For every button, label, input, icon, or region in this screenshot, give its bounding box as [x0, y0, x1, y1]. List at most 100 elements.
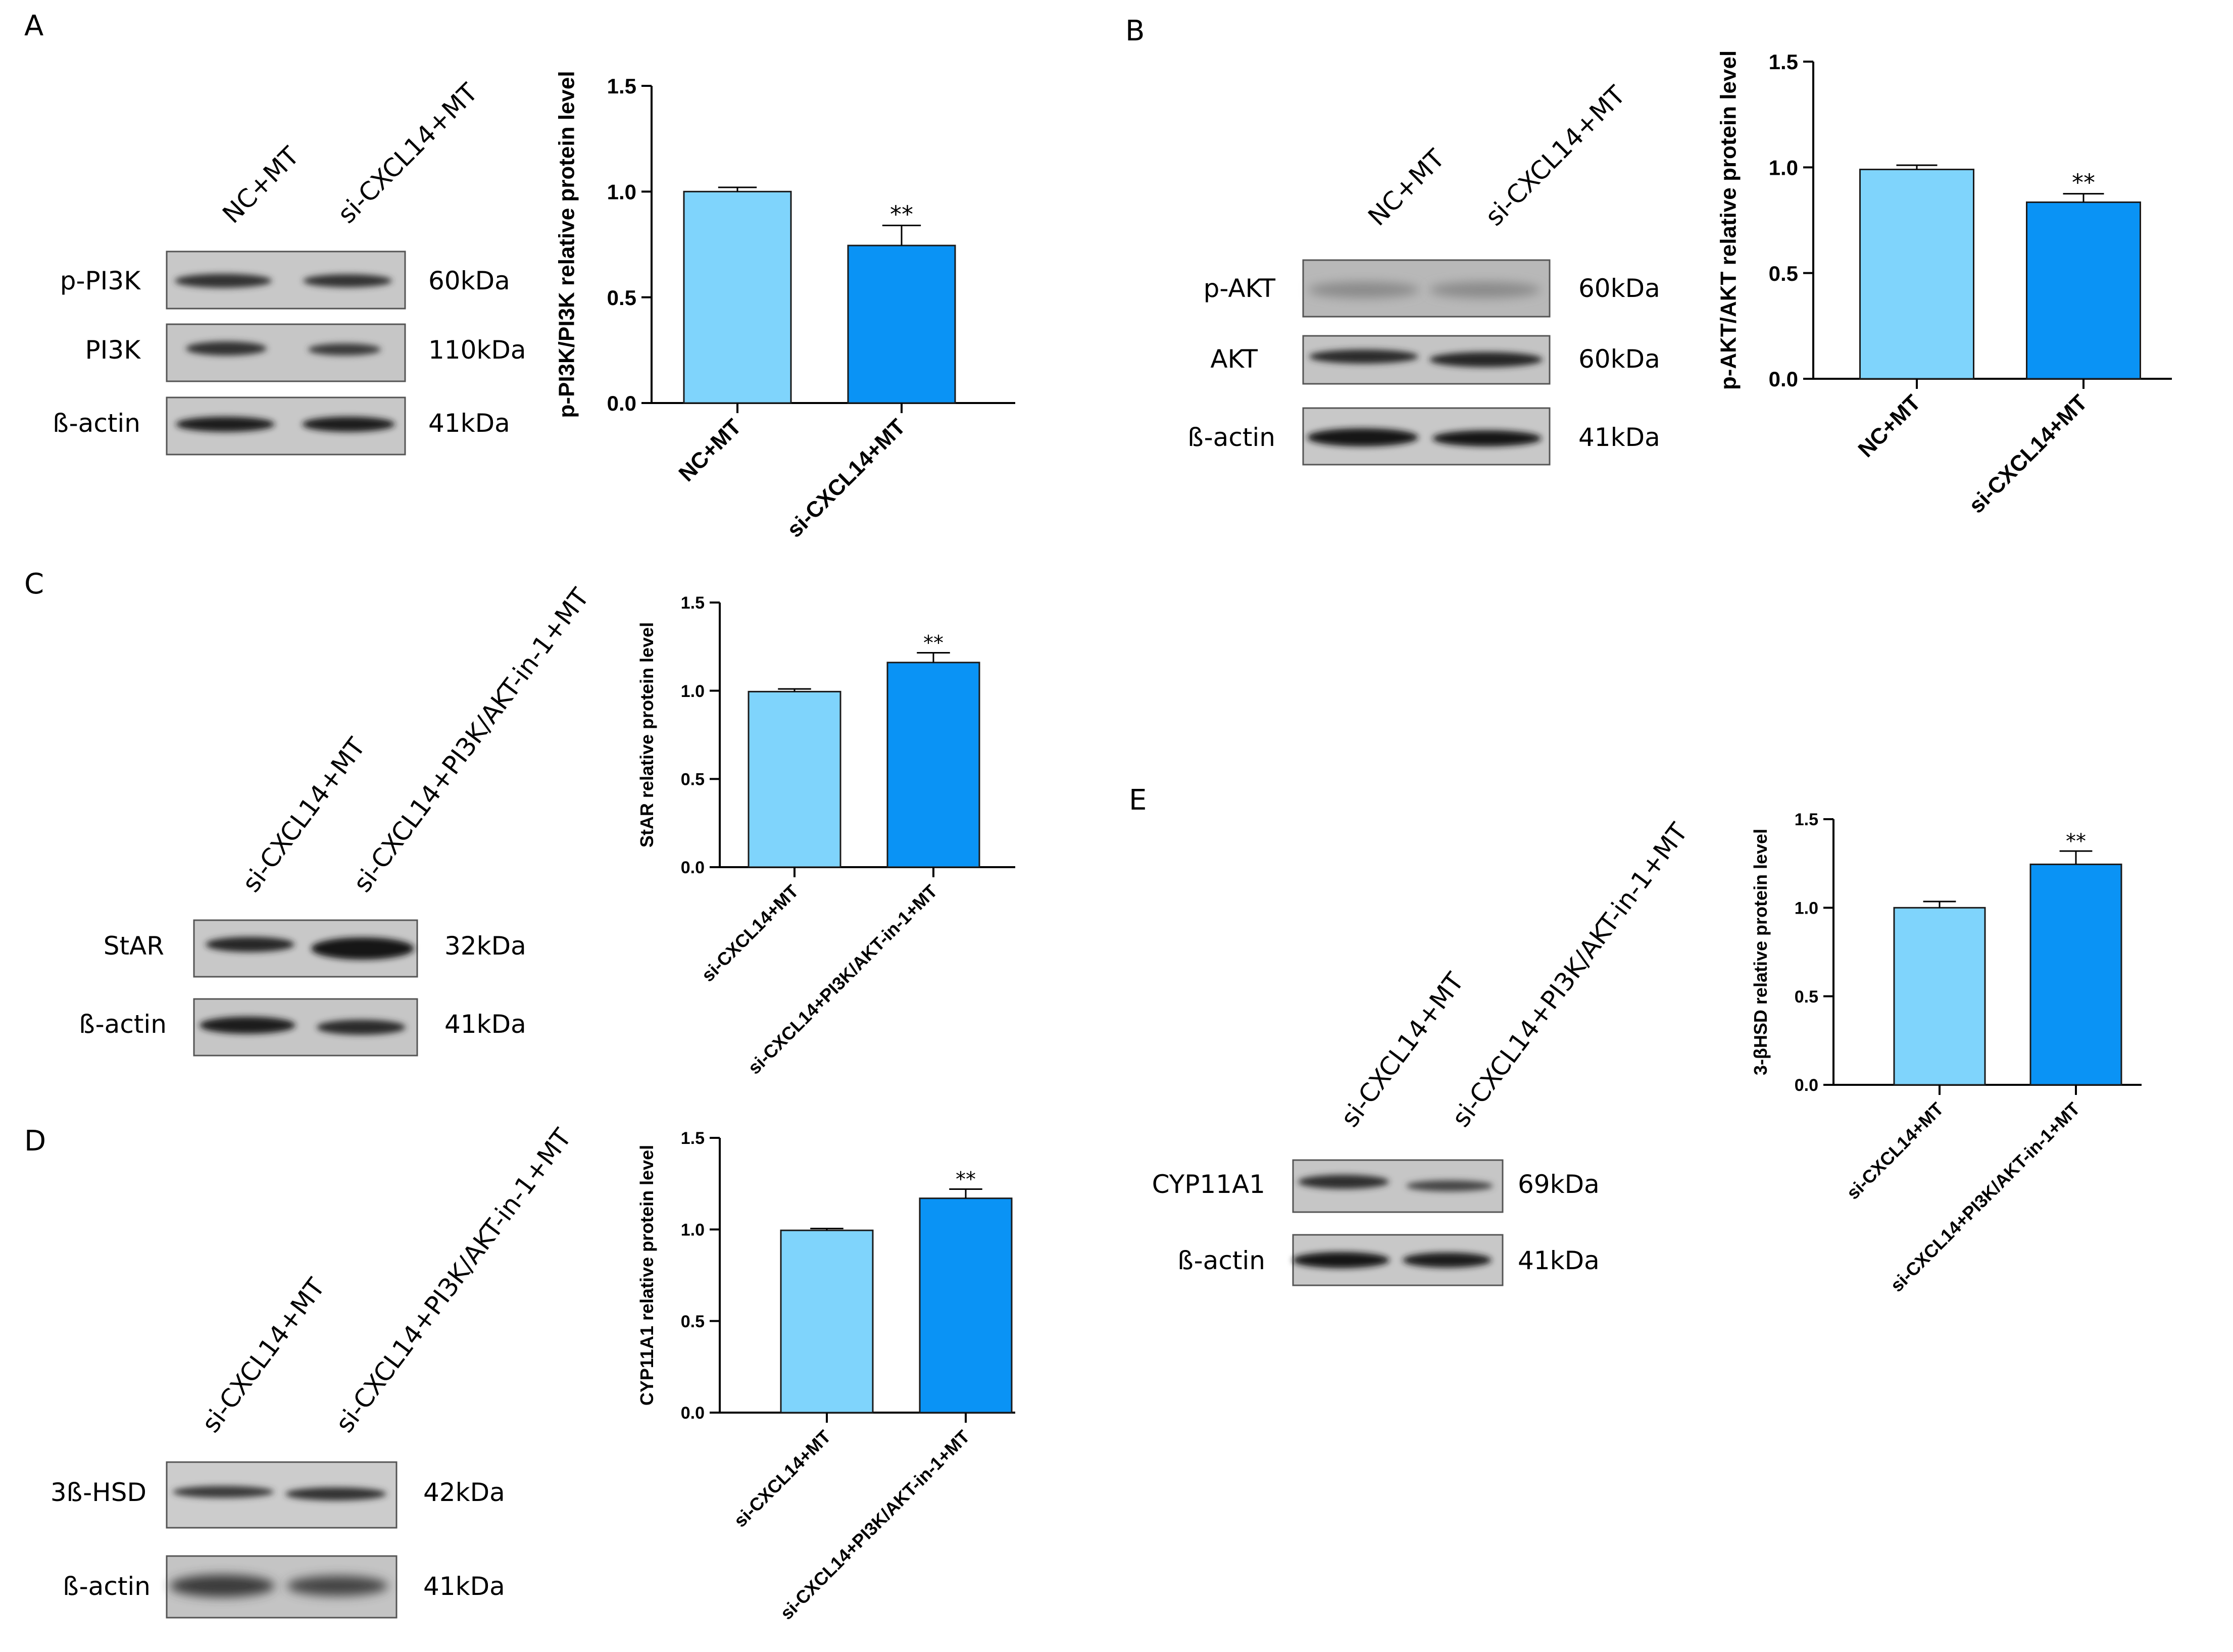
band: [1429, 352, 1543, 367]
blot-c: si-CXCL14+MT si-CXCL14+PI3K/AKT-in-1+MT …: [79, 583, 595, 1057]
row-kda: 69kDa: [1518, 1170, 1600, 1199]
panel-letter-b: B: [1125, 15, 1145, 47]
y-tick-label: 1.0: [681, 682, 705, 701]
y-tick-label: 1.5: [1795, 810, 1818, 829]
band: [200, 1017, 295, 1034]
lane-label-2: si-CXCL14+MT: [332, 78, 483, 229]
y-tick-label: 1.0: [1795, 899, 1818, 918]
row-kda: 41kDa: [423, 1572, 505, 1601]
row-label: AKT: [1210, 344, 1258, 374]
band: [308, 343, 381, 356]
blot-b: NC+MT si-CXCL14+MT p-AKT 60kDa AKT 60kDa…: [1187, 80, 1660, 466]
y-tick-label: 0.5: [681, 1312, 705, 1331]
significance-marker: **: [956, 1168, 976, 1191]
x-tick-label: NC+MT: [674, 414, 746, 486]
band: [1406, 1180, 1493, 1191]
row-label: 3ß-HSD: [51, 1478, 146, 1507]
row-kda: 41kDa: [428, 409, 510, 438]
panel-letter-a: A: [24, 10, 43, 42]
blot-d: si-CXCL14+MT si-CXCL14+PI3K/AKT-in-1+MT …: [51, 1123, 577, 1619]
lane-label-1: NC+MT: [217, 141, 305, 229]
y-axis-label: p-AKT/AKT relative protein level: [1716, 51, 1741, 390]
significance-marker: **: [2072, 169, 2095, 196]
band: [176, 417, 275, 432]
row-label: CYP11A1: [1152, 1170, 1265, 1199]
band: [170, 1575, 275, 1597]
lane-label-2: si-CXCL14+MT: [1479, 80, 1631, 232]
band: [1298, 1175, 1389, 1189]
row-kda: 60kDa: [1578, 274, 1660, 303]
bar: [1859, 169, 1974, 380]
blot-e: si-CXCL14+MT si-CXCL14+PI3K/AKT-in-1+MT …: [1152, 818, 1694, 1286]
chart-d: 0.0 0.5 1.0 1.5 CYP11A1 relative protein lev…: [636, 1129, 1015, 1624]
bar: [919, 1197, 1013, 1414]
y-tick-label: 1.5: [607, 74, 636, 98]
lane-label-2: si-CXCL14+PI3K/AKT-in-1+MT: [330, 1123, 577, 1438]
chart-a: 0.0 0.5 1.0 1.5 p-PI3K/PI3K relative protein…: [555, 71, 1015, 542]
y-tick-label: 1.5: [1769, 50, 1798, 74]
band: [287, 1576, 388, 1596]
row-label: ß-actin: [63, 1572, 151, 1601]
band: [311, 937, 414, 960]
row-label: ß-actin: [1177, 1246, 1265, 1275]
panel-letter-e: E: [1129, 784, 1147, 817]
row-label: ß-actin: [79, 1010, 167, 1039]
panel-e: E si-CXCL14+MT si-CXCL14+PI3K/AKT-in-1+M…: [1129, 784, 2142, 1296]
row-label: ß-actin: [53, 409, 140, 438]
bar: [683, 190, 792, 404]
band: [173, 1486, 274, 1498]
x-tick-label: si-CXCL14+MT: [730, 1426, 835, 1531]
band: [206, 937, 294, 952]
band: [1403, 1253, 1492, 1268]
band: [1308, 282, 1419, 298]
lane-label-1: si-CXCL14+MT: [196, 1273, 331, 1438]
x-tick-label: si-CXCL14+MT: [1843, 1098, 1948, 1204]
chart-c: 0.0 0.5 1.0 1.5 StAR relative protein level s…: [636, 593, 1015, 1078]
y-axis-label: StAR relative protein level: [636, 622, 657, 847]
bar: [2026, 201, 2141, 380]
y-tick-label: 0.0: [1769, 367, 1798, 391]
band: [1307, 428, 1418, 446]
band: [317, 1020, 406, 1035]
row-label: p-AKT: [1204, 274, 1276, 303]
panel-letter-d: D: [24, 1125, 46, 1158]
chart-e: 0.0 0.5 1.0 1.5 3-βHSD relative protein leve…: [1750, 810, 2142, 1296]
significance-marker: **: [890, 201, 913, 228]
bar: [780, 1229, 874, 1414]
panel-b: B NC+MT si-CXCL14+MT p-AKT 60kDa AKT 60k…: [1125, 15, 2172, 518]
y-tick-label: 0.5: [681, 770, 705, 789]
band: [285, 1487, 386, 1500]
band: [1309, 349, 1418, 364]
row-kda: 41kDa: [1578, 423, 1660, 452]
y-axis-label: 3-βHSD relative protein level: [1750, 829, 1771, 1075]
panel-d: D si-CXCL14+MT si-CXCL14+PI3K/AKT-in-1+M…: [24, 1123, 1015, 1624]
y-tick-label: 1.0: [681, 1221, 705, 1240]
band: [1293, 1252, 1390, 1268]
y-tick-label: 0.5: [1795, 987, 1818, 1007]
y-tick-label: 1.5: [681, 593, 705, 613]
bar: [748, 690, 841, 868]
panel-a: A NC+MT si-CXCL14+MT p-PI3K 60kDa PI3K 1…: [24, 10, 1015, 542]
lane-label-2: si-CXCL14+PI3K/AKT-in-1+MT: [348, 583, 595, 897]
band: [186, 341, 267, 356]
lane-label-1: si-CXCL14+MT: [1335, 967, 1470, 1132]
row-kda: 32kDa: [444, 931, 526, 961]
bar: [847, 244, 956, 404]
row-label: PI3K: [85, 335, 141, 365]
row-label: p-PI3K: [60, 266, 141, 295]
y-axis-label: p-PI3K/PI3K relative protein level: [555, 71, 579, 418]
x-tick-label: NC+MT: [1853, 390, 1925, 462]
bar: [1893, 907, 1986, 1086]
y-tick-label: 0.0: [681, 1404, 705, 1423]
y-tick-label: 1.5: [681, 1129, 705, 1148]
row-kda: 41kDa: [1518, 1246, 1600, 1275]
y-tick-label: 0.0: [681, 858, 705, 877]
row-kda: 42kDa: [423, 1478, 505, 1507]
row-label: ß-actin: [1187, 423, 1275, 452]
band: [175, 274, 272, 288]
panel-letter-c: C: [24, 568, 44, 600]
band: [1432, 430, 1542, 446]
chart-b: 0.0 0.5 1.0 1.5 p-AKT/AKT relative protein l…: [1716, 50, 2172, 518]
y-tick-label: 1.0: [607, 180, 636, 204]
